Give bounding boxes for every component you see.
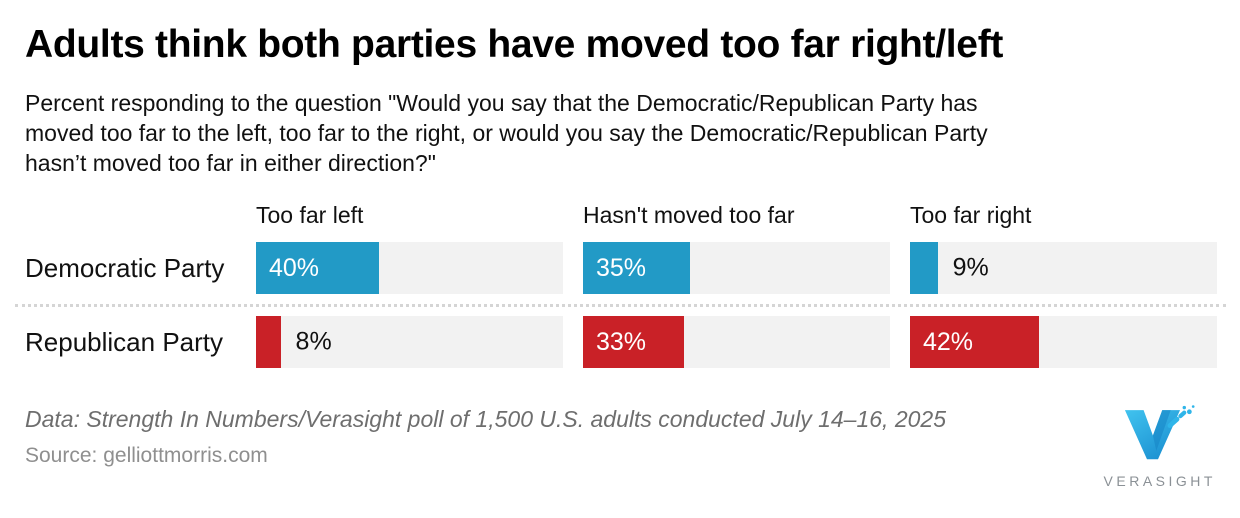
column-header-row: Too far left Hasn't moved too far Too fa… [25,202,1216,229]
bar-fill: 8% [256,316,332,368]
bar-fill: 35% [583,242,691,294]
bar-fill: 33% [583,316,685,368]
bar-cell: 33% [583,316,890,368]
column-header-too-far-left: Too far left [256,202,364,228]
bar-cell: 35% [583,242,890,294]
verasight-wordmark: VERASIGHT [1103,473,1216,489]
subtitle-line: moved too far to the left, too far to th… [25,120,988,146]
bar-fill: 40% [256,242,379,294]
bar-track: 35% [583,242,890,294]
bar-value-label: 40% [269,253,320,282]
bar-track: 8% [256,316,563,368]
bar-track: 33% [583,316,890,368]
page-title: Adults think both parties have moved too… [25,23,1004,66]
subtitle-line: hasn’t moved too far in either direction… [25,150,436,176]
bar-value-label: 8% [295,327,332,356]
bar-fill: 42% [910,316,1039,368]
row-label-republican-party: Republican Party [25,326,223,357]
column-header-hasnt-moved: Hasn't moved too far [583,202,795,228]
column-header-cell: Hasn't moved too far [583,202,890,229]
data-note: Data: Strength In Numbers/Verasight poll… [25,406,946,432]
bar-cell: 9% [910,242,1217,294]
bar-track: 42% [910,316,1217,368]
bar-cell: 40% [256,242,563,294]
verasight-v-icon [1124,405,1195,460]
subtitle-line: Percent responding to the question "Woul… [25,90,978,116]
bar-track: 40% [256,242,563,294]
column-header-cell: Too far left [256,202,563,229]
table-row-republican: Republican Party 8% 33% 42% [25,316,1217,368]
row-label-democratic-party: Democratic Party [25,252,225,283]
bar-value-label: 42% [923,327,974,356]
bar-chart: Too far left Hasn't moved too far Too fa… [15,202,1226,368]
source-credit: Source: gelliottmorris.com [25,444,268,467]
column-header-too-far-right: Too far right [910,202,1032,228]
chart-subtitle: Percent responding to the question "Woul… [25,88,1216,178]
bar-value-label: 9% [952,253,989,282]
bar-track: 9% [910,242,1217,294]
bar-cell: 42% [910,316,1217,368]
table-row-democratic: Democratic Party 40% 35% 9% [25,242,1217,294]
verasight-logo: VERASIGHT [1098,402,1218,489]
bar-value-label: 33% [596,327,647,356]
bar-value-label: 35% [596,253,647,282]
column-header-cell: Too far right [910,202,1217,229]
row-divider [15,304,1226,307]
bar-cell: 8% [256,316,563,368]
bar-fill: 9% [910,242,989,294]
